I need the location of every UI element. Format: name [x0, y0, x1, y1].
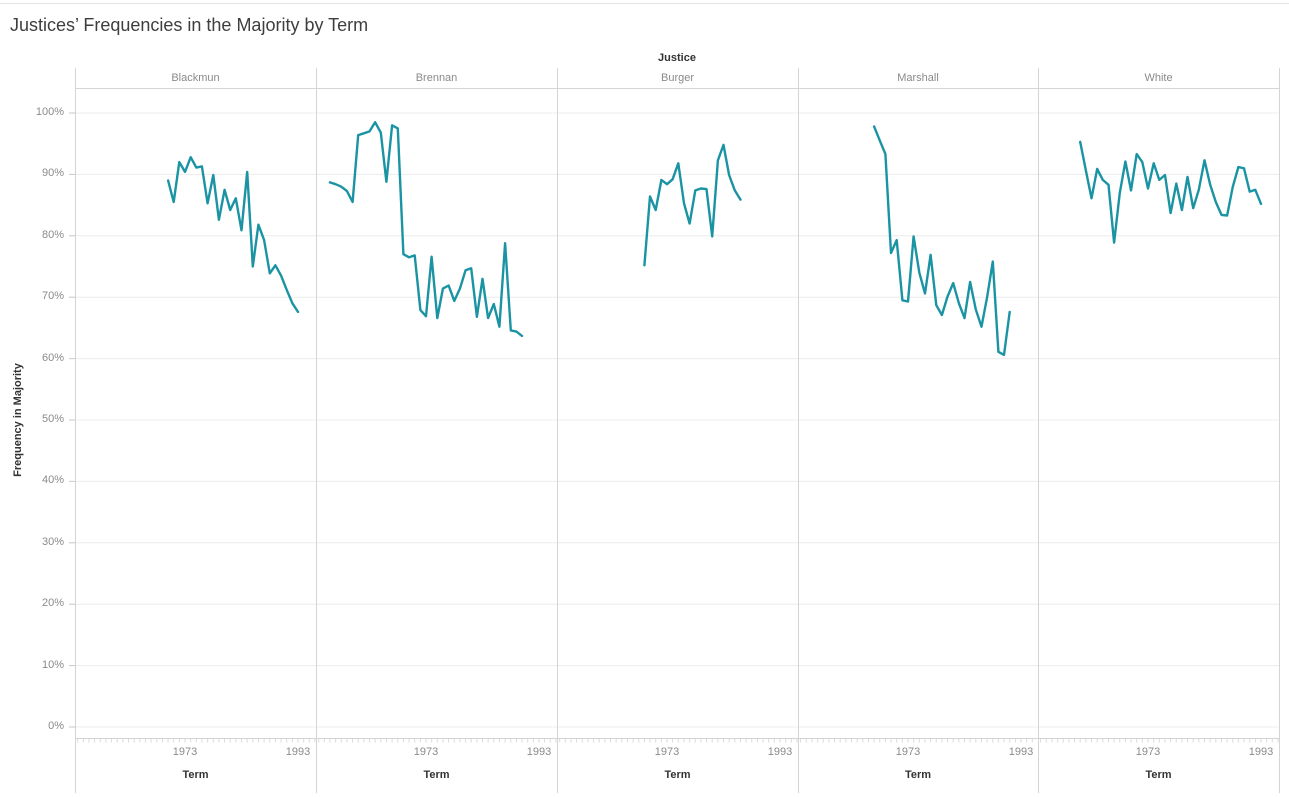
panel-header-white: White	[1144, 72, 1173, 84]
series-line-marshall[interactable]	[872, 125, 1011, 357]
y-tick-label-60: 60%	[41, 352, 64, 364]
x-axis-title-burger: Term	[664, 769, 691, 781]
x-tick-1973-burger: 1973	[654, 746, 680, 758]
x-tick-1973-white: 1973	[1135, 746, 1161, 758]
panel-header-marshall: Marshall	[897, 72, 939, 84]
panel-header-brennan: Brennan	[415, 72, 458, 84]
y-tick-label-0: 0%	[48, 720, 64, 732]
y-tick-label-40: 40%	[41, 474, 64, 486]
x-axis-title-marshall: Term	[904, 769, 932, 781]
top-divider	[0, 3, 1289, 4]
x-axis-title-white: Term	[1145, 769, 1172, 781]
series-line-brennan[interactable]	[328, 121, 524, 338]
y-tick-label-80: 80%	[41, 229, 64, 241]
x-tick-1993-burger: 1993	[767, 746, 793, 758]
series-line-burger[interactable]	[643, 143, 742, 267]
y-tick-label-50: 50%	[41, 413, 64, 425]
x-tick-1993-brennan: 1993	[526, 746, 552, 758]
x-axis-title-blackmun: Term	[182, 769, 209, 781]
panel-header-burger: Burger	[660, 72, 695, 84]
chart-title: Justices’ Frequencies in the Majority by…	[10, 15, 369, 35]
column-field-label: Justice	[658, 52, 696, 64]
y-tick-label-90: 90%	[41, 167, 64, 179]
series-line-white[interactable]	[1079, 140, 1263, 244]
panel-header-blackmun: Blackmun	[171, 72, 220, 84]
x-tick-1993-white: 1993	[1248, 746, 1274, 758]
y-tick-label-30: 30%	[41, 536, 64, 548]
x-tick-1973-brennan: 1973	[413, 746, 439, 758]
y-tick-label-70: 70%	[41, 290, 64, 302]
y-tick-label-10: 10%	[41, 659, 64, 671]
x-tick-1993-marshall: 1993	[1008, 746, 1034, 758]
y-tick-label-20: 20%	[41, 597, 64, 609]
series-line-blackmun[interactable]	[166, 156, 300, 314]
x-tick-1993-blackmun: 1993	[285, 746, 311, 758]
y-tick-label-100: 100%	[35, 106, 64, 118]
x-tick-1973-blackmun: 1973	[172, 746, 198, 758]
x-tick-1973-marshall: 1973	[895, 746, 921, 758]
x-axis-title-brennan: Term	[423, 769, 450, 781]
